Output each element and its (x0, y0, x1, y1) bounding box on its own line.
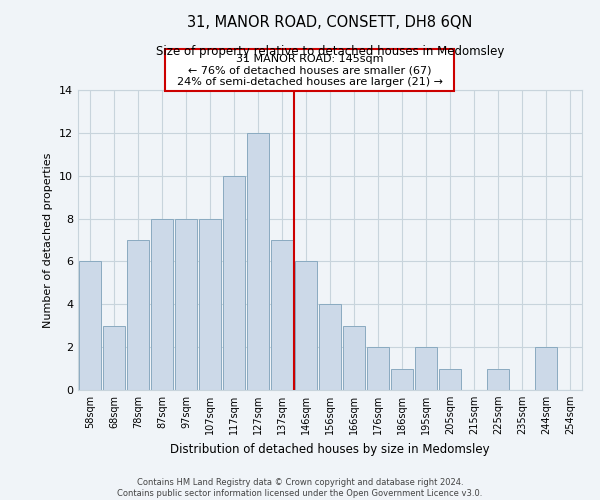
Text: Size of property relative to detached houses in Medomsley: Size of property relative to detached ho… (156, 45, 504, 58)
Bar (127, 240, 149, 390)
Bar (295, 262, 317, 390)
X-axis label: Distribution of detached houses by size in Medomsley: Distribution of detached houses by size … (170, 442, 490, 456)
Bar (175, 218, 197, 390)
Bar (151, 218, 173, 390)
Bar (103, 326, 125, 390)
Bar (79, 262, 101, 390)
Bar (343, 326, 365, 390)
Bar (487, 368, 509, 390)
Bar (415, 347, 437, 390)
Bar (367, 347, 389, 390)
Text: 31 MANOR ROAD: 145sqm  
  ← 76% of detached houses are smaller (67)  
  24% of s: 31 MANOR ROAD: 145sqm ← 76% of detached … (170, 54, 450, 87)
Y-axis label: Number of detached properties: Number of detached properties (43, 152, 53, 328)
Bar (439, 368, 461, 390)
Text: Contains HM Land Registry data © Crown copyright and database right 2024.
Contai: Contains HM Land Registry data © Crown c… (118, 478, 482, 498)
Text: 31, MANOR ROAD, CONSETT, DH8 6QN: 31, MANOR ROAD, CONSETT, DH8 6QN (187, 15, 473, 30)
Bar (223, 176, 245, 390)
Bar (319, 304, 341, 390)
Bar (199, 218, 221, 390)
Bar (535, 347, 557, 390)
Bar (391, 368, 413, 390)
Bar (271, 240, 293, 390)
Bar (247, 133, 269, 390)
